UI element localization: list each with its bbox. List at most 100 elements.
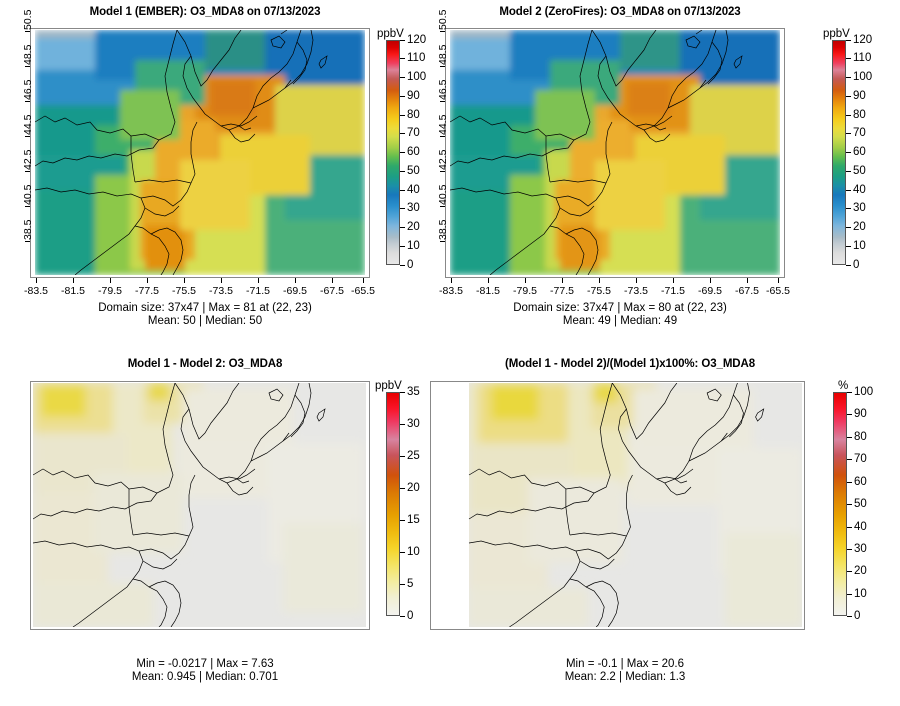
colorbar-tick — [846, 208, 851, 209]
x-tick-label: -83.5 — [24, 285, 48, 297]
panel-top-right-caption-line2: Mean: 49 | Median: 49 — [562, 315, 678, 327]
y-tick-label: 42.5 — [437, 149, 449, 170]
colorbar-tick-label: 20 — [407, 482, 420, 494]
colorbar-tick-label: 50 — [853, 165, 866, 177]
x-tick — [147, 278, 148, 283]
x-tick — [363, 278, 364, 283]
panel-top-right-map — [450, 30, 780, 275]
colorbar-tick-label: 90 — [407, 90, 420, 102]
colorbar-tick-label: 20 — [854, 565, 867, 577]
colorbar-tick-label: 30 — [854, 543, 867, 555]
colorbar-tick — [400, 520, 405, 521]
y-tick — [25, 66, 30, 67]
x-tick — [451, 278, 452, 283]
y-tick — [440, 206, 445, 207]
panel-top-left-caption-line2: Mean: 50 | Median: 50 — [147, 315, 263, 327]
x-tick-label: -81.5 — [476, 285, 500, 297]
coastline-overlay-pct — [468, 383, 765, 627]
colorbar-tick-label: 70 — [407, 127, 420, 139]
colorbar-tick-label: 40 — [407, 184, 420, 196]
y-tick — [440, 31, 445, 32]
colorbar-tick — [847, 549, 852, 550]
colorbar-tick — [400, 133, 405, 134]
colorbar-tick — [400, 456, 405, 457]
x-tick — [562, 278, 563, 283]
colorbar-tick-label: 80 — [854, 431, 867, 443]
colorbar-tick — [400, 488, 405, 489]
colorbar-tick — [400, 152, 405, 153]
y-tick-label: 42.5 — [22, 149, 34, 170]
colorbar-tick-label: 100 — [854, 386, 874, 398]
colorbar-tick — [846, 227, 851, 228]
colorbar-tick — [400, 584, 405, 585]
colorbar-tick — [847, 414, 852, 415]
colorbar-tick-label: 60 — [407, 146, 420, 158]
colorbar-tick — [400, 424, 405, 425]
colorbar-tick — [846, 77, 851, 78]
x-tick-label: -77.5 — [135, 285, 159, 297]
x-tick — [258, 278, 259, 283]
colorbar-tick — [846, 265, 851, 266]
panel-bottom-left-map — [33, 383, 366, 627]
y-tick — [25, 31, 30, 32]
panel-bottom-right-map — [433, 383, 802, 627]
x-tick-label: -81.5 — [61, 285, 85, 297]
colorbar-tick-label: 0 — [853, 259, 860, 271]
colorbar-tick — [400, 392, 405, 393]
colorbar-tick — [846, 58, 851, 59]
colorbar-tick-label: 50 — [407, 165, 420, 177]
x-tick — [778, 278, 779, 283]
y-tick — [25, 136, 30, 137]
colorbar-tick-label: 20 — [853, 221, 866, 233]
colorbar-tick — [400, 227, 405, 228]
panel-top-left-caption-line1: Domain size: 37x47 | Max = 81 at (22, 23… — [98, 302, 312, 314]
y-tick-label: 38.5 — [22, 219, 34, 240]
x-tick-label: -69.5 — [283, 285, 307, 297]
colorbar-tick — [846, 40, 851, 41]
colorbar-tick — [847, 459, 852, 460]
y-tick-label: 48.5 — [437, 44, 449, 65]
x-tick — [599, 278, 600, 283]
colorbar-tick-label: 100 — [853, 71, 873, 83]
panel-bottom-right-caption-line1: Min = -0.1 | Max = 20.6 — [565, 658, 685, 670]
colorbar-unit-label: ppbV — [823, 28, 850, 40]
panel-top-right-caption-line1: Domain size: 37x47 | Max = 80 at (22, 23… — [513, 302, 727, 314]
y-tick — [440, 171, 445, 172]
coastline-overlay-model2 — [450, 30, 743, 275]
y-tick-label: 46.5 — [437, 79, 449, 100]
y-tick-label: 38.5 — [437, 219, 449, 240]
colorbar-tick-label: 40 — [854, 521, 867, 533]
x-tick-label: -83.5 — [439, 285, 463, 297]
x-tick-label: -71.5 — [661, 285, 685, 297]
colorbar-tick — [846, 152, 851, 153]
colorbar-tick-label: 40 — [853, 184, 866, 196]
colorbar-tick — [400, 616, 405, 617]
y-tick — [25, 101, 30, 102]
colorbar-gradient — [386, 40, 400, 265]
colorbar-tick-label: 30 — [407, 202, 420, 214]
diff-raster-abs — [33, 383, 366, 627]
colorbar-tick-label: 90 — [854, 408, 867, 420]
colorbar-tick — [400, 96, 405, 97]
y-tick-label: 48.5 — [22, 44, 34, 65]
colorbar-tick-label: 80 — [853, 109, 866, 121]
x-tick-label: -71.5 — [246, 285, 270, 297]
colorbar-tick — [847, 571, 852, 572]
x-tick — [36, 278, 37, 283]
x-tick-label: -73.5 — [209, 285, 233, 297]
x-tick-label: -79.5 — [513, 285, 537, 297]
colorbar-tick-label: 70 — [853, 127, 866, 139]
x-tick — [110, 278, 111, 283]
colorbar-tick-label: 60 — [854, 476, 867, 488]
colorbar-tick — [847, 392, 852, 393]
colorbar-gradient — [832, 40, 846, 265]
x-tick — [184, 278, 185, 283]
colorbar-gradient — [833, 392, 847, 616]
colorbar-tick — [846, 96, 851, 97]
x-tick — [221, 278, 222, 283]
o3-raster-model1 — [35, 30, 365, 275]
panel-top-right-title: Model 2 (ZeroFires): O3_MDA8 on 07/13/20… — [499, 6, 741, 18]
x-tick-label: -65.5 — [766, 285, 790, 297]
panel-bottom-right-title: (Model 1 - Model 2)/(Model 1)x100%: O3_M… — [504, 358, 756, 370]
x-tick-label: -77.5 — [550, 285, 574, 297]
